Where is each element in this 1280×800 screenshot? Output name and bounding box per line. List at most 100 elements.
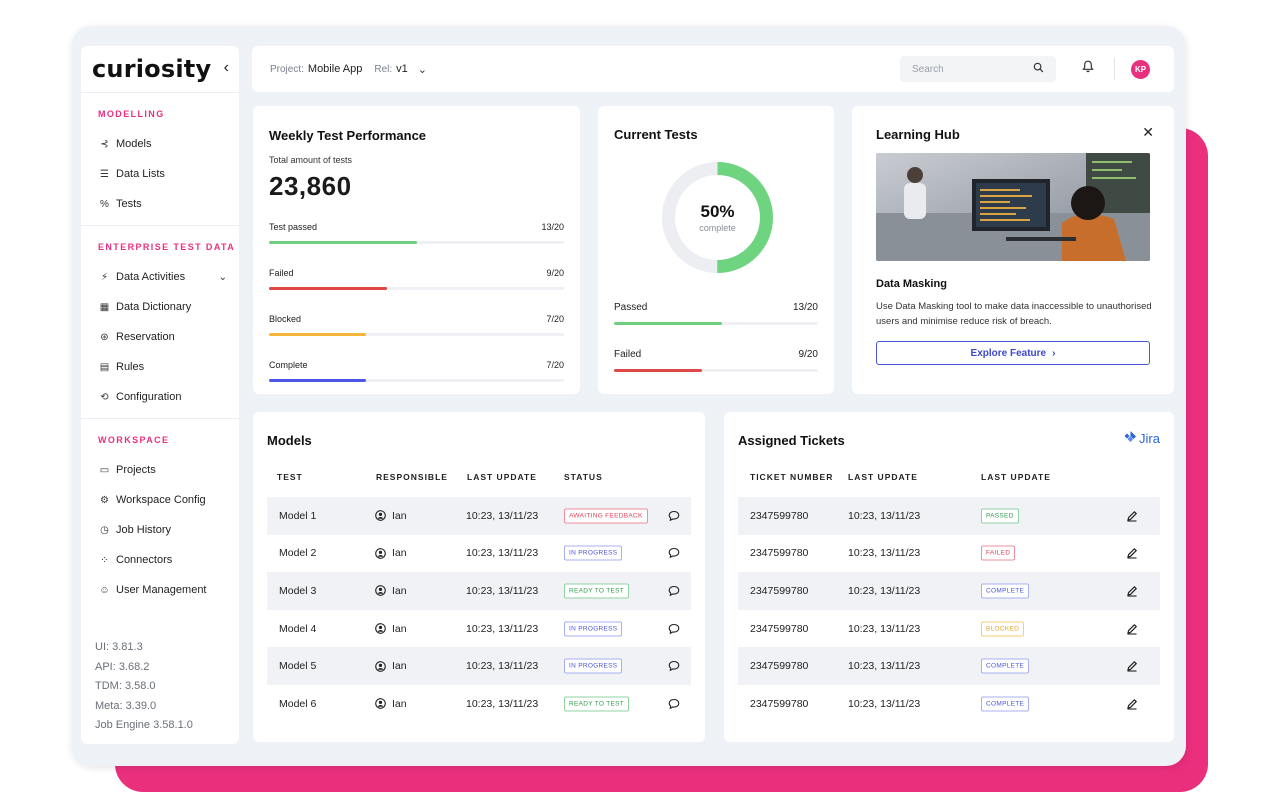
responsible-name: Ian — [392, 697, 407, 710]
sidebar-item-configuration[interactable]: ⟲ Configuration — [81, 382, 239, 412]
sidebar-item-rules[interactable]: ▤ Rules — [81, 352, 239, 382]
sidebar-item-label: Data Activities — [116, 271, 186, 283]
sidebar-item-data-lists[interactable]: ☰ Data Lists — [81, 159, 239, 189]
sidebar-item-data-activities[interactable]: ⚡ Data Activities ⌄ — [81, 262, 239, 292]
model-name: Model 1 — [279, 509, 317, 522]
pencil-icon[interactable] — [1126, 510, 1138, 522]
sidebar-item-job-history[interactable]: ◷ Job History — [81, 515, 239, 545]
jira-logo: Jira — [1124, 431, 1160, 446]
table-row[interactable]: Model 3 Ian 10:23, 13/11/23 READY TO TEST — [267, 572, 691, 610]
metric: Blocked 7/20 — [269, 314, 564, 336]
last-update: 10:23, 13/11/23 — [848, 697, 921, 710]
column-header[interactable]: STATUS — [564, 472, 603, 482]
dictionary-icon: ▦ — [99, 301, 110, 313]
models-card: Models TEST RESPONSIBLE LAST UPDATE STAT… — [253, 412, 705, 742]
progress-track — [269, 287, 564, 290]
sidebar-item-reservation[interactable]: ⊛ Reservation — [81, 322, 239, 352]
pencil-icon[interactable] — [1126, 660, 1138, 672]
metric-label: Blocked — [269, 314, 302, 324]
sidebar-item-label: Workspace Config — [116, 494, 206, 506]
sidebar-item-connectors[interactable]: ⁘ Connectors — [81, 545, 239, 575]
bell-icon[interactable] — [1082, 60, 1094, 76]
column-header[interactable]: TEST — [277, 472, 303, 482]
table-row[interactable]: Model 2 Ian 10:23, 13/11/23 IN PROGRESS — [267, 535, 691, 573]
ticket-number: 2347599780 — [750, 584, 809, 597]
chevron-down-icon[interactable]: ⌄ — [417, 63, 427, 76]
column-header[interactable]: TICKET NUMBER — [750, 472, 834, 482]
folder-icon: ▭ — [99, 464, 110, 476]
sidebar-item-data-dictionary[interactable]: ▦ Data Dictionary — [81, 292, 239, 322]
connectors-icon: ⁘ — [100, 554, 109, 566]
progress-fill — [269, 333, 367, 336]
comment-icon[interactable] — [668, 510, 680, 522]
card-title: Assigned Tickets — [738, 433, 845, 448]
table-row[interactable]: Model 5 Ian 10:23, 13/11/23 IN PROGRESS — [267, 647, 691, 685]
chevron-down-icon[interactable]: ⌄ — [218, 271, 227, 283]
sidebar-item-projects[interactable]: ▭ Projects — [81, 455, 239, 485]
status-badge: READY TO TEST — [564, 583, 630, 599]
comment-icon[interactable] — [668, 661, 680, 672]
close-icon[interactable]: ✕ — [1142, 124, 1154, 140]
last-update: 10:23, 13/11/23 — [848, 660, 921, 673]
table-row[interactable]: 2347599780 10:23, 13/11/23 BLOCKED — [738, 610, 1160, 648]
metric-list: Test passed 13/20 Failed 9/20 Blocked 7/20 Com… — [269, 222, 564, 382]
table-row[interactable]: Model 4 Ian 10:23, 13/11/23 IN PROGRESS — [267, 610, 691, 648]
metric-row: Failed 9/20 — [269, 268, 564, 278]
chevron-right-icon: › — [1052, 347, 1056, 359]
metric-row: Test passed 13/20 — [269, 222, 564, 232]
comment-icon[interactable] — [668, 698, 680, 710]
metric-row: Failed 9/20 — [614, 349, 818, 360]
responsible-cell: Ian — [375, 547, 407, 559]
pencil-icon[interactable] — [1126, 547, 1138, 559]
version-line: TDM: 3.58.0 — [95, 680, 156, 692]
progress-fill — [614, 322, 723, 325]
comment-icon[interactable] — [668, 548, 680, 559]
search-box — [900, 56, 1056, 82]
table-row[interactable]: Model 6 Ian 10:23, 13/11/23 READY TO TEST — [267, 685, 691, 723]
card-title: Current Tests — [614, 127, 698, 142]
explore-feature-button[interactable]: Explore Feature › — [876, 341, 1150, 365]
column-header[interactable]: LAST UPDATE — [981, 472, 1051, 482]
logo-row: curiosity ‹ — [81, 46, 239, 93]
release-value[interactable]: v1 — [396, 63, 408, 75]
chevron-left-icon[interactable]: ‹ — [223, 59, 229, 76]
comment-icon[interactable] — [668, 623, 680, 634]
section-title: ENTERPRISE TEST DATA — [98, 242, 236, 252]
metric: Test passed 13/20 — [269, 222, 564, 244]
gear-icon: ⚙ — [100, 494, 109, 506]
sidebar-item-tests[interactable]: % Tests — [81, 189, 239, 219]
pencil-icon[interactable] — [1126, 623, 1138, 635]
metric-value: 9/20 — [546, 268, 564, 278]
table-row[interactable]: 2347599780 10:23, 13/11/23 FAILED — [738, 535, 1160, 573]
sidebar-item-models[interactable]: ⊰ Models — [81, 129, 239, 159]
sidebar-item-label: Job History — [116, 524, 172, 536]
responsible-name: Ian — [392, 547, 407, 560]
table-row[interactable]: 2347599780 10:23, 13/11/23 COMPLETE — [738, 685, 1160, 723]
sidebar-item-user-management[interactable]: ☺ User Management — [81, 575, 239, 605]
last-update: 10:23, 13/11/23 — [466, 584, 539, 597]
metric: Failed 9/20 — [614, 349, 818, 372]
sidebar-item-label: Connectors — [116, 554, 173, 566]
model-name: Model 5 — [279, 660, 317, 673]
table-row[interactable]: Model 1 Ian 10:23, 13/11/23 AWAITING FEEDBA… — [267, 497, 691, 535]
column-header[interactable]: LAST UPDATE — [848, 472, 918, 482]
column-header[interactable]: RESPONSIBLE — [376, 472, 448, 482]
sidebar-item-workspace-config[interactable]: ⚙ Workspace Config — [81, 485, 239, 515]
progress-fill — [269, 379, 367, 382]
status-badge: COMPLETE — [981, 658, 1030, 674]
comment-icon[interactable] — [668, 585, 680, 597]
avatar[interactable]: KP — [1131, 60, 1150, 79]
pencil-icon[interactable] — [1126, 698, 1138, 710]
search-icon[interactable] — [1033, 62, 1044, 76]
project-value[interactable]: Mobile App — [307, 63, 363, 75]
metric-label: Failed — [269, 268, 294, 278]
table-row[interactable]: 2347599780 10:23, 13/11/23 COMPLETE — [738, 647, 1160, 685]
pencil-icon[interactable] — [1126, 585, 1138, 597]
table-row[interactable]: 2347599780 10:23, 13/11/23 PASSED — [738, 497, 1160, 535]
search-input[interactable] — [912, 63, 1030, 75]
jira-label: Jira — [1139, 431, 1160, 446]
column-header[interactable]: LAST UPDATE — [467, 472, 537, 482]
progress-track — [614, 322, 818, 325]
sidebar-item-label: Tests — [116, 198, 142, 210]
table-row[interactable]: 2347599780 10:23, 13/11/23 COMPLETE — [738, 572, 1160, 610]
